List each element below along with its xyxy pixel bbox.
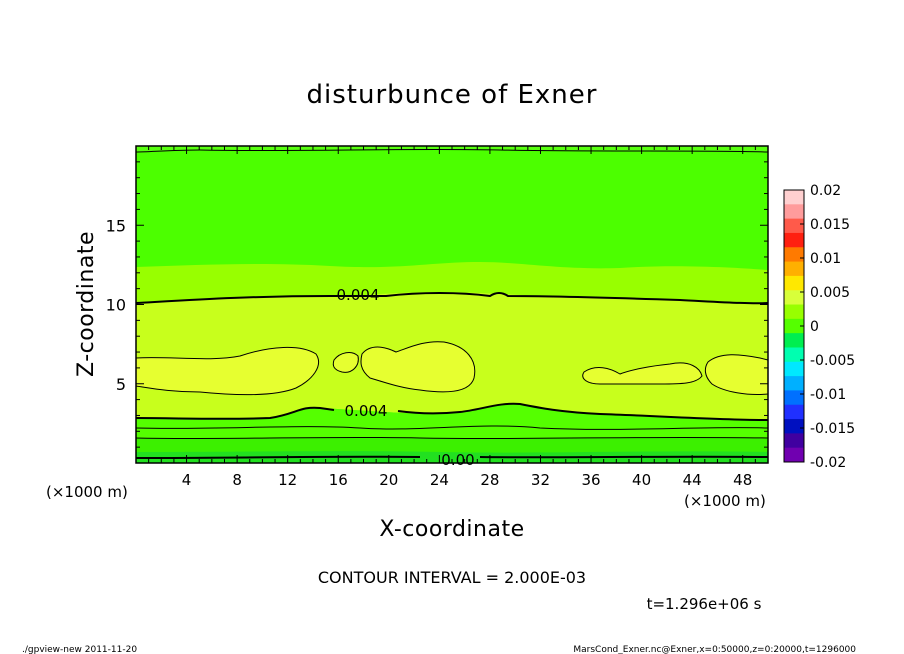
colorbar-swatch <box>784 390 804 406</box>
colorbar-swatch <box>784 275 804 291</box>
x-tick-label: 20 <box>379 471 398 489</box>
colorbar-swatch <box>784 333 804 348</box>
colorbar-label: 0.015 <box>810 217 850 233</box>
contour-line-0004-lower <box>136 402 768 421</box>
colorbar-swatch <box>784 361 804 377</box>
contour-line-zero <box>136 455 768 459</box>
colorbar-swatch <box>784 347 804 363</box>
colorbar-label: 0.01 <box>810 251 841 267</box>
x-unit-right: (×1000 m) <box>684 492 766 510</box>
x-tick-label: 44 <box>683 471 702 489</box>
x-tick-label: 40 <box>632 471 651 489</box>
colorbar-swatch <box>784 447 804 463</box>
colorbar-swatch <box>784 419 804 434</box>
colorbar-swatch <box>784 304 804 320</box>
x-axis-label: X-coordinate <box>379 517 524 542</box>
contour-line-0004-upper <box>136 292 768 305</box>
cell-left <box>136 346 319 396</box>
contour-label-lower: 0.004 <box>345 402 388 420</box>
footer-right: MarsCond_Exner.nc@Exner,x=0:50000,z=0:20… <box>573 645 856 654</box>
colorbar-swatch <box>784 204 804 220</box>
time-label: t=1.296e+06 s <box>647 595 762 613</box>
colorbar-swatch <box>784 190 804 205</box>
x-tick-label: 8 <box>232 471 242 489</box>
y-axis-label: Z-coordinate <box>74 231 99 377</box>
x-tick-label: 36 <box>581 471 600 489</box>
x-unit-left: (×1000 m) <box>46 483 128 501</box>
colorbar-swatch <box>784 404 804 420</box>
colorbar-swatch <box>784 261 804 277</box>
x-tick-label: 12 <box>278 471 297 489</box>
colorbar-swatch <box>784 433 804 449</box>
x-tick-label: 32 <box>531 471 550 489</box>
colorbar-swatch <box>784 218 804 234</box>
footer-left: ./gpview-new 2011-11-20 <box>22 645 137 654</box>
colorbar-swatch <box>784 318 804 334</box>
colorbar-label: -0.005 <box>810 353 855 369</box>
contour-field <box>136 146 768 463</box>
x-tick-label: 48 <box>733 471 752 489</box>
x-tick-label: 16 <box>329 471 348 489</box>
band-green-3 <box>136 451 768 463</box>
contour-line-thin-1 <box>136 425 768 430</box>
cell-right-1 <box>582 362 703 385</box>
colorbar-label: 0.005 <box>810 285 850 301</box>
y-tick-label: 5 <box>116 375 126 394</box>
x-tick-label: 24 <box>430 471 449 489</box>
contour-line-top <box>136 148 768 153</box>
chart-title: disturbunce of Exner <box>307 80 598 110</box>
contour-interval: CONTOUR INTERVAL = 2.000E-03 <box>318 568 586 587</box>
colorbar-swatch <box>784 232 804 248</box>
y-tick-label: 10 <box>106 296 126 315</box>
colorbar-swatch <box>784 247 804 263</box>
colorbar-swatch <box>784 376 804 391</box>
colorbar-label: 0.02 <box>810 183 841 199</box>
x-tick-label: 28 <box>480 471 499 489</box>
cell-right-2 <box>704 354 768 395</box>
contour-line-thin-2 <box>136 436 768 440</box>
colorbar-label: 0 <box>810 319 819 335</box>
contour-label-zero: 0.00 <box>441 451 474 469</box>
colorbar-label: -0.01 <box>810 387 846 403</box>
cell-small <box>332 352 359 373</box>
cell-center <box>360 341 476 393</box>
contour-label-upper: 0.004 <box>337 286 380 304</box>
y-tick-label: 15 <box>106 216 126 235</box>
colorbar: 0.02 0.015 0.01 0.005 0 -0.005 -0.01 -0.015 -0.0… <box>783 183 855 471</box>
colorbar-label: -0.015 <box>810 421 855 437</box>
x-tick-label: 4 <box>182 471 192 489</box>
colorbar-label: -0.02 <box>810 455 846 471</box>
colorbar-swatch <box>784 290 804 306</box>
